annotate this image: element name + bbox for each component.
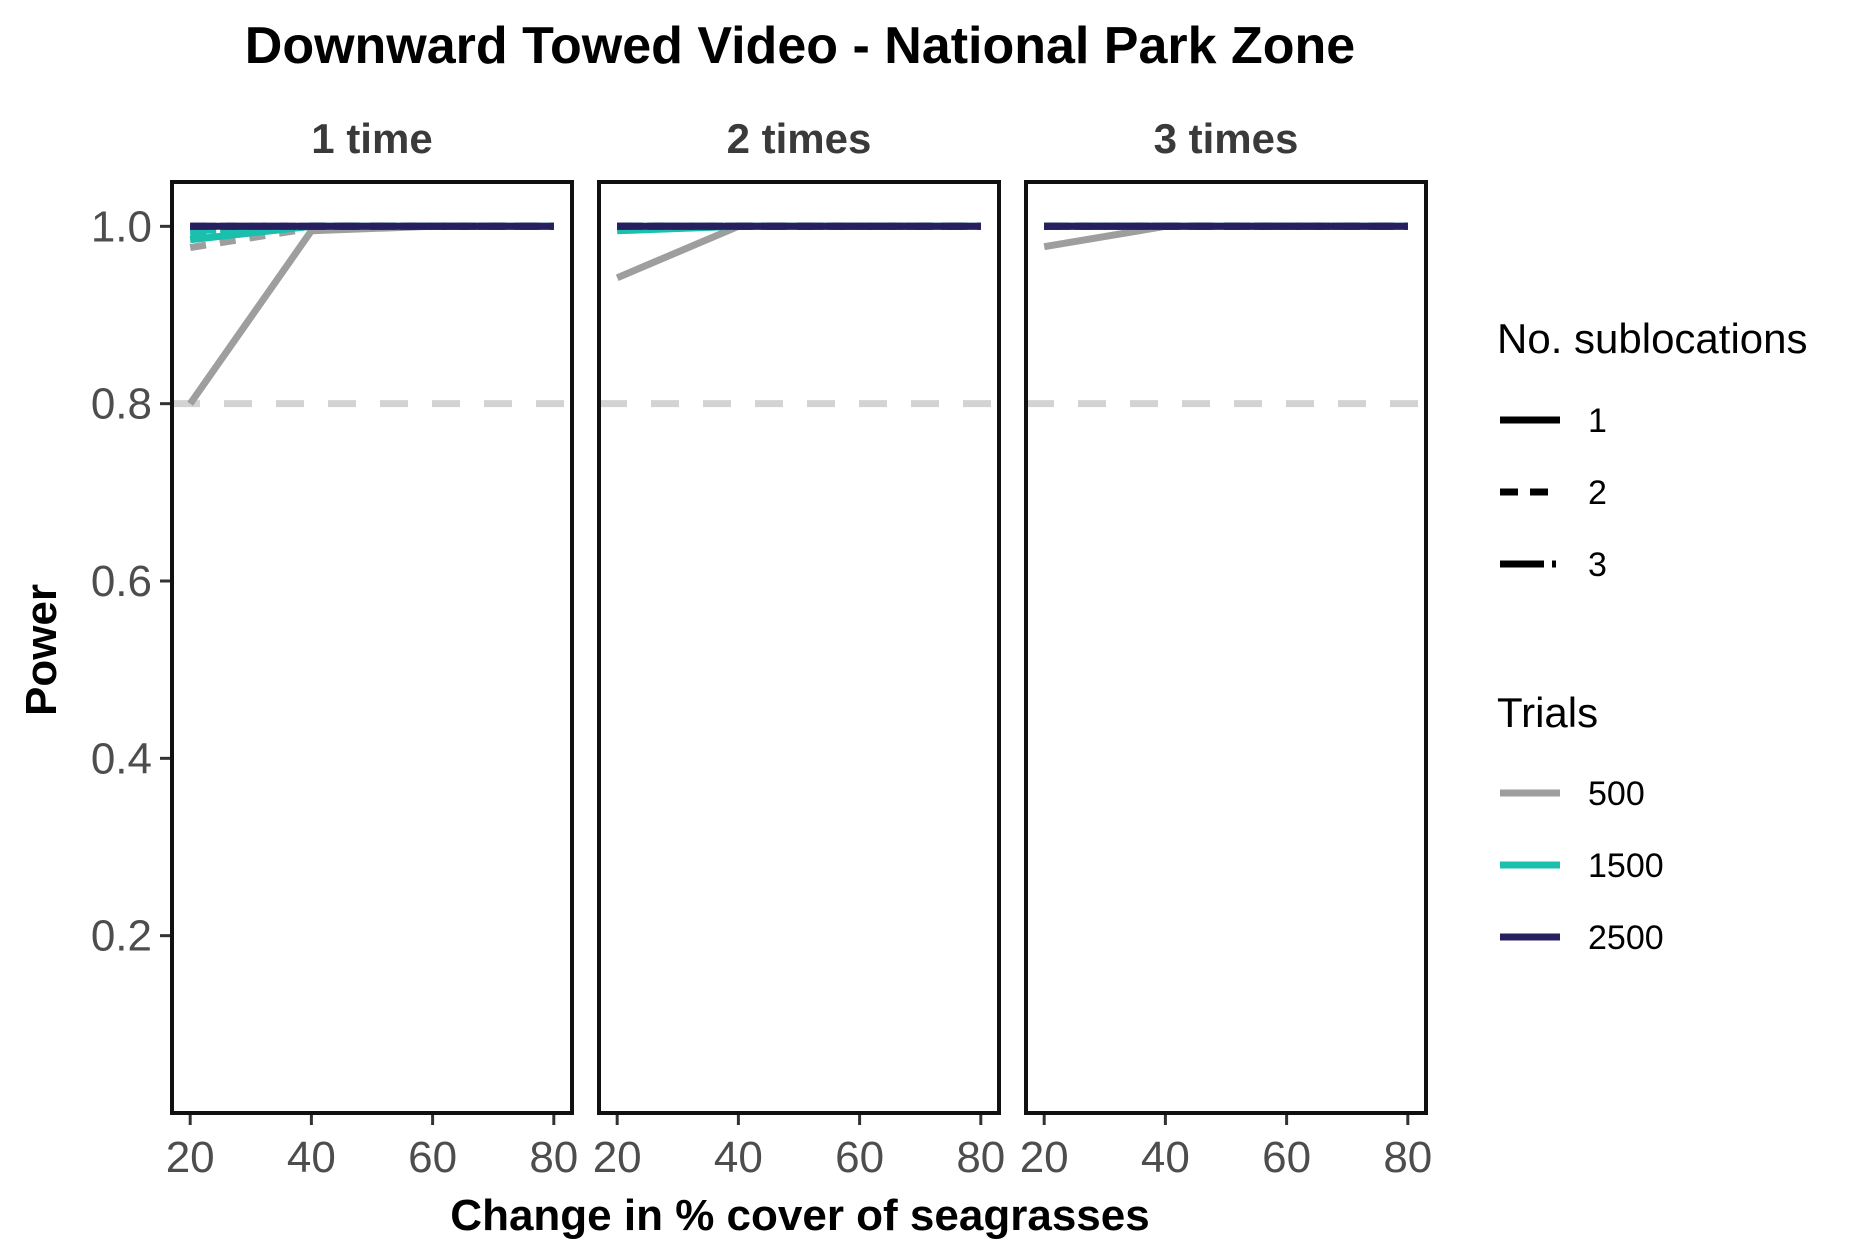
x-tick-label: 20 (1020, 1133, 1069, 1182)
legend-label: 1 (1588, 402, 1607, 440)
series-line (187, 222, 554, 406)
facet-strip-label: 2 times (727, 115, 872, 162)
y-tick-label: 0.8 (91, 380, 152, 429)
x-tick-label: 20 (166, 1133, 215, 1182)
x-tick-label: 60 (408, 1133, 457, 1182)
facet-strip-label: 1 time (311, 115, 432, 162)
facet-strip-label: 3 times (1154, 115, 1299, 162)
legend: No. sublocations 1 2 3 Trials 500 1500 2500 (1497, 315, 1808, 957)
panel-border (1024, 180, 1428, 1115)
facet-panel: 3 times 20 40 60 80 (1020, 115, 1433, 1182)
series-line (615, 222, 981, 282)
x-tick-label: 40 (714, 1133, 763, 1182)
y-tick-label: 0.2 (91, 912, 152, 961)
y-tick-label: 1.0 (91, 202, 152, 251)
panel-border (597, 180, 1001, 1115)
y-axis-title: Power (17, 584, 66, 716)
facet-panel: 1 time 20 40 60 80 (166, 115, 579, 1182)
legend-label: 2500 (1588, 919, 1664, 957)
x-tick-label: 60 (1262, 1133, 1311, 1182)
x-tick-label: 80 (529, 1133, 578, 1182)
x-tick-label: 60 (835, 1133, 884, 1182)
x-tick-label: 80 (956, 1133, 1005, 1182)
facet-panels: 1 time 20 40 60 80 2 times 20 40 60 80 3 times 20 40… (91, 115, 1432, 1182)
legend-label: 2 (1588, 474, 1607, 512)
legend-label: 500 (1588, 775, 1645, 813)
y-tick-label: 0.6 (91, 557, 152, 606)
legend-title: No. sublocations (1497, 315, 1808, 362)
y-tick-label: 0.4 (91, 734, 152, 783)
chart-title: Downward Towed Video - National Park Zon… (245, 17, 1355, 75)
facet-panel: 2 times 20 40 60 80 (593, 115, 1006, 1182)
legend-label: 3 (1588, 546, 1607, 584)
x-tick-label: 40 (287, 1133, 336, 1182)
x-tick-label: 80 (1383, 1133, 1432, 1182)
x-axis-title: Change in % cover of seagrasses (450, 1191, 1149, 1240)
x-tick-label: 20 (593, 1133, 642, 1182)
legend-label: 1500 (1588, 847, 1664, 885)
panel-border (170, 180, 574, 1115)
x-tick-label: 40 (1141, 1133, 1190, 1182)
legend-title: Trials (1497, 689, 1598, 736)
